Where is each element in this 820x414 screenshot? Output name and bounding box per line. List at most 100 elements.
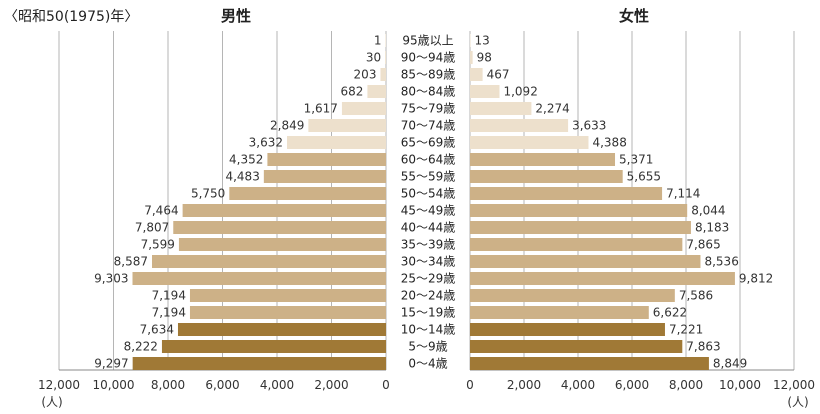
bar-female: [470, 51, 473, 64]
data-label-male: 2,849: [270, 119, 304, 133]
x-tick-label-right: 2,000: [507, 378, 541, 392]
bar-male: [152, 255, 386, 268]
data-label-female: 98: [477, 51, 492, 65]
legend-female: 女性: [619, 7, 649, 25]
unit-label-right: (人): [787, 395, 808, 409]
data-label-female: 8,849: [713, 357, 747, 371]
age-category-label: 30～34歳: [401, 255, 456, 269]
labels: 12,000 10,000 8,000 6,000 4,000 2,000 0 0 2,000 4…: [38, 34, 815, 393]
bar-male: [132, 357, 386, 370]
data-label-male: 3,632: [249, 136, 283, 150]
bar-male: [161, 340, 386, 353]
grid-lines: [58, 31, 795, 371]
data-label-male: 8,587: [114, 255, 148, 269]
data-label-female: 7,586: [679, 289, 713, 303]
bar-female: [470, 119, 569, 132]
data-label-male: 4,483: [225, 170, 259, 184]
data-label-female: 7,865: [686, 238, 720, 252]
age-category-label: 85～89歳: [401, 68, 456, 82]
bar-male: [132, 272, 386, 285]
age-category-label: 65～69歳: [401, 136, 456, 150]
bar-male: [189, 306, 386, 319]
data-label-female: 13: [475, 34, 490, 48]
bar-male: [173, 221, 386, 234]
x-tick-label-right: 0: [466, 378, 474, 392]
age-category-label: 50～54歳: [401, 187, 456, 201]
data-label-female: 2,274: [535, 102, 569, 116]
bar-female: [470, 102, 532, 115]
data-label-male: 7,464: [144, 204, 178, 218]
data-label-female: 7,114: [666, 187, 700, 201]
data-label-female: 1,092: [503, 85, 537, 99]
bar-male: [177, 323, 386, 336]
age-category-label: 5～9歳: [408, 340, 447, 354]
age-category-label: 70～74歳: [401, 119, 456, 133]
data-label-male: 203: [354, 68, 377, 82]
x-tick-label-left: 4,000: [260, 378, 294, 392]
data-label-male: 30: [366, 51, 381, 65]
bar-female: [470, 85, 500, 98]
age-category-label: 55～59歳: [401, 170, 456, 184]
bar-male: [267, 153, 386, 166]
bar-female: [470, 221, 691, 234]
x-tick-label-left: 2,000: [314, 378, 348, 392]
data-label-male: 8,222: [124, 340, 158, 354]
age-category-label: 75～79歳: [401, 102, 456, 116]
age-category-label: 40～44歳: [401, 221, 456, 235]
bar-male: [385, 34, 386, 47]
unit-label-left: (人): [41, 395, 62, 409]
bar-male: [367, 85, 386, 98]
x-tick-label-left: 10,000: [93, 378, 135, 392]
x-tick-label-right: 12,000: [773, 378, 815, 392]
bar-male: [263, 170, 386, 183]
data-label-male: 5,750: [191, 187, 225, 201]
bar-female: [470, 34, 471, 47]
data-label-male: 7,599: [141, 238, 175, 252]
data-label-female: 8,183: [695, 221, 729, 235]
data-label-male: 1,617: [304, 102, 338, 116]
x-tick-label-left: 8,000: [151, 378, 185, 392]
bar-female: [470, 340, 683, 353]
bar-male: [308, 119, 386, 132]
bar-male: [182, 204, 386, 217]
data-label-female: 5,655: [627, 170, 661, 184]
data-label-female: 7,863: [686, 340, 720, 354]
bar-male: [189, 289, 386, 302]
bar-female: [470, 153, 616, 166]
bar-male: [385, 51, 386, 64]
legend-male: 男性: [221, 7, 251, 25]
data-label-male: 7,807: [135, 221, 169, 235]
bar-female: [470, 323, 665, 336]
data-label-male: 682: [341, 85, 364, 99]
data-label-female: 9,812: [739, 272, 773, 286]
bar-male: [287, 136, 386, 149]
age-category-label: 90～94歳: [401, 51, 456, 65]
age-category-label: 80～84歳: [401, 85, 456, 99]
bar-male: [178, 238, 386, 251]
x-tick-label-right: 6,000: [615, 378, 649, 392]
data-label-female: 5,371: [619, 153, 653, 167]
x-tick-label-left: 0: [382, 378, 390, 392]
age-category-label: 15～19歳: [401, 306, 456, 320]
bar-male: [229, 187, 386, 200]
bar-male: [341, 102, 386, 115]
age-category-label: 0～4歳: [408, 357, 447, 371]
x-tick-label-left: 6,000: [205, 378, 239, 392]
bar-female: [470, 68, 483, 81]
age-category-label: 60～64歳: [401, 153, 456, 167]
bar-female: [470, 136, 589, 149]
data-label-female: 8,536: [704, 255, 738, 269]
bar-male: [380, 68, 386, 81]
data-label-male: 7,194: [152, 306, 186, 320]
data-label-male: 7,194: [152, 289, 186, 303]
age-category-label: 10～14歳: [401, 323, 456, 337]
bar-female: [470, 255, 701, 268]
age-category-label: 25～29歳: [401, 272, 456, 286]
data-label-male: 7,634: [140, 323, 174, 337]
data-label-male: 9,303: [94, 272, 128, 286]
age-category-label: 95歳以上: [402, 34, 453, 48]
bar-female: [470, 170, 623, 183]
data-label-male: 1: [374, 34, 382, 48]
age-category-label: 45～49歳: [401, 204, 456, 218]
data-label-male: 4,352: [229, 153, 263, 167]
